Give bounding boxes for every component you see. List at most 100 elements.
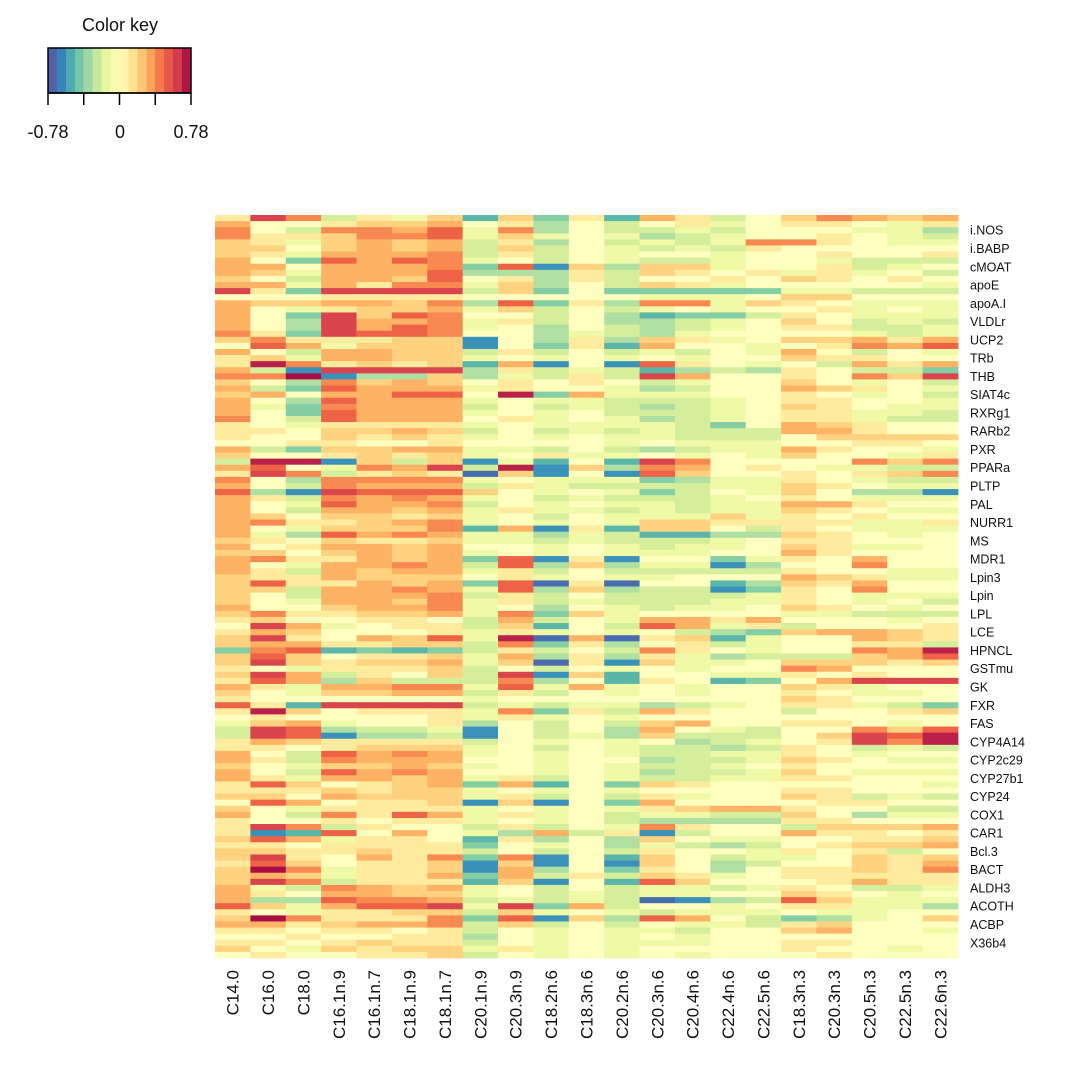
heatmap-cell bbox=[356, 830, 393, 837]
heatmap-cell bbox=[639, 318, 676, 326]
heatmap-cell bbox=[321, 903, 357, 910]
heatmap-cell bbox=[710, 647, 747, 654]
heatmap-cell bbox=[356, 866, 393, 874]
heatmap-cell bbox=[215, 848, 251, 855]
heatmap-cell bbox=[498, 708, 534, 715]
heatmap-cell bbox=[568, 476, 605, 484]
row-labels: i.NOSi.BABPcMOATapoEapoA.IVLDLrUCP2TRbTH… bbox=[970, 224, 1025, 951]
heatmap-cell bbox=[391, 860, 428, 868]
heatmap-cell bbox=[745, 348, 782, 356]
heatmap-cell bbox=[674, 562, 711, 569]
heatmap-cell bbox=[533, 641, 570, 648]
heatmap-cell bbox=[285, 495, 322, 502]
heatmap-cell bbox=[215, 775, 251, 782]
heatmap-cell bbox=[498, 245, 534, 252]
heatmap-cell bbox=[851, 781, 888, 788]
heatmap-cell bbox=[568, 836, 605, 843]
heatmap-cell bbox=[321, 233, 357, 240]
heatmap-cell bbox=[674, 641, 711, 648]
heatmap-cell bbox=[922, 866, 959, 874]
heatmap-cell bbox=[781, 379, 817, 386]
heatmap-cell bbox=[674, 355, 711, 362]
heatmap-cell bbox=[781, 458, 817, 466]
heatmap-cell bbox=[922, 361, 959, 368]
heatmap-cell bbox=[285, 805, 322, 813]
heatmap-cell bbox=[781, 744, 817, 752]
heatmap-cell bbox=[851, 775, 888, 782]
heatmap-cell bbox=[285, 489, 322, 496]
heatmap-cell bbox=[285, 842, 322, 849]
heatmap-cell bbox=[816, 860, 853, 868]
heatmap-cell bbox=[498, 616, 534, 624]
heatmap-cell bbox=[710, 775, 747, 782]
heatmap-cell bbox=[568, 288, 605, 295]
heatmap-cell bbox=[427, 300, 464, 307]
heatmap-cell bbox=[781, 361, 817, 368]
heatmap-cell bbox=[391, 233, 428, 240]
heatmap-cell bbox=[745, 951, 782, 959]
heatmap-cell bbox=[533, 683, 570, 691]
heatmap-cell bbox=[391, 537, 428, 545]
heatmap-cell bbox=[462, 318, 499, 326]
heatmap-cell bbox=[710, 933, 747, 941]
heatmap-cell bbox=[816, 428, 853, 435]
heatmap-cell bbox=[710, 659, 747, 667]
heatmap-cell bbox=[356, 763, 393, 770]
heatmap-cell bbox=[568, 239, 605, 246]
heatmap-cell bbox=[781, 769, 817, 776]
heatmap-cell bbox=[533, 348, 570, 356]
heatmap-cell bbox=[568, 927, 605, 935]
heatmap-cell bbox=[639, 781, 676, 788]
heatmap-cell bbox=[674, 945, 711, 953]
heatmap-cell bbox=[887, 361, 924, 368]
heatmap-cell bbox=[887, 336, 924, 344]
heatmap-cell bbox=[391, 610, 428, 618]
heatmap-cell bbox=[604, 769, 640, 776]
heatmap-cell bbox=[604, 403, 640, 411]
heatmap-cell bbox=[356, 897, 393, 904]
heatmap-cell bbox=[922, 811, 959, 819]
heatmap-cell bbox=[285, 714, 322, 721]
heatmap-cell bbox=[215, 476, 251, 484]
heatmap-cell bbox=[285, 677, 322, 685]
heatmap-cell bbox=[215, 921, 251, 928]
heatmap-cell bbox=[781, 586, 817, 593]
heatmap-cell bbox=[321, 623, 357, 630]
heatmap-cell bbox=[851, 671, 888, 679]
heatmap-cell bbox=[745, 415, 782, 423]
heatmap-cell bbox=[321, 348, 357, 356]
heatmap-cell bbox=[568, 647, 605, 654]
heatmap-cell bbox=[710, 452, 747, 460]
heatmap-cell bbox=[568, 635, 605, 642]
heatmap-cell bbox=[887, 842, 924, 849]
heatmap-cell bbox=[568, 409, 605, 417]
heatmap-cell bbox=[745, 623, 782, 630]
heatmap-cell bbox=[285, 623, 322, 630]
column-label: C22.4n.6 bbox=[719, 970, 738, 1039]
heatmap-cell bbox=[745, 562, 782, 569]
heatmap-cell bbox=[887, 434, 924, 441]
heatmap-cell bbox=[250, 824, 287, 831]
heatmap-cell bbox=[887, 610, 924, 618]
heatmap-cell bbox=[427, 568, 464, 575]
heatmap-cell bbox=[922, 750, 959, 758]
heatmap-cell bbox=[604, 227, 640, 234]
heatmap-cell bbox=[250, 604, 287, 612]
heatmap-cell bbox=[498, 714, 534, 721]
heatmap-cell bbox=[745, 428, 782, 435]
heatmap-cell bbox=[851, 598, 888, 606]
heatmap-cell bbox=[710, 927, 747, 935]
heatmap-cell bbox=[533, 805, 570, 813]
heatmap-cell bbox=[533, 288, 570, 295]
heatmap-cell bbox=[781, 403, 817, 411]
heatmap-cell bbox=[887, 665, 924, 673]
heatmap-cell bbox=[816, 763, 853, 770]
heatmap-cell bbox=[285, 659, 322, 667]
heatmap-cell bbox=[533, 915, 570, 922]
heatmap-cell bbox=[851, 732, 888, 740]
heatmap-cell bbox=[427, 641, 464, 648]
heatmap-cell bbox=[604, 945, 640, 953]
heatmap-cell bbox=[639, 939, 676, 947]
heatmap-cell bbox=[604, 744, 640, 752]
row-label: RXRg1 bbox=[970, 406, 1010, 420]
